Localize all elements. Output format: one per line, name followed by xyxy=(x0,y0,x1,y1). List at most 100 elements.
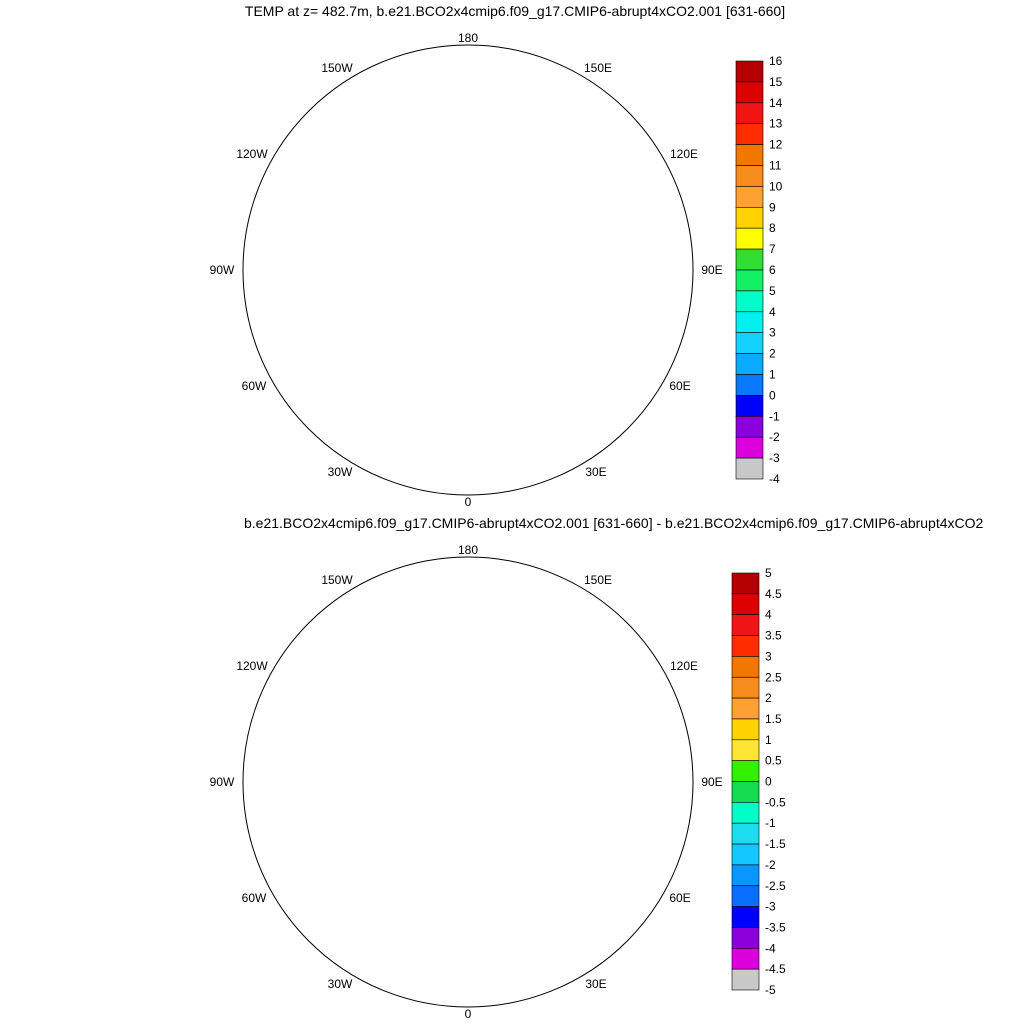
colorbar-box xyxy=(731,697,760,720)
p2-lon-90e: 90E xyxy=(701,775,722,789)
p1-lon-60e: 60E xyxy=(669,379,690,393)
p1-lon-0: 0 xyxy=(465,495,472,509)
colorbar-label: 15 xyxy=(769,75,783,89)
colorbar-label: -2 xyxy=(765,858,776,872)
colorbar-label: 2.5 xyxy=(765,670,782,684)
panel2-map xyxy=(242,556,694,1008)
colorbar-label: 3 xyxy=(769,326,776,340)
colorbar-box xyxy=(731,760,760,782)
p2-lon-150e: 150E xyxy=(584,573,612,587)
panel1-map xyxy=(242,44,694,496)
p2-lon-120e: 120E xyxy=(670,659,698,673)
colorbar-label: 7 xyxy=(769,242,776,256)
p2-lon-60w: 60W xyxy=(242,891,267,905)
colorbar-label: 14 xyxy=(769,96,783,110)
colorbar-label: -3 xyxy=(765,900,776,914)
colorbar-label: 1 xyxy=(769,368,776,382)
colorbar-box xyxy=(735,290,764,313)
colorbar-label: -4.5 xyxy=(765,962,786,976)
colorbar-label: -5 xyxy=(765,983,776,997)
colorbar-box xyxy=(735,332,764,354)
colorbar-box xyxy=(735,165,764,187)
p2-lon-30e: 30E xyxy=(585,977,606,991)
colorbar-label: 11 xyxy=(769,159,782,173)
colorbar-box xyxy=(735,144,764,166)
p1-lon-90w: 90W xyxy=(210,263,235,277)
colorbar-box xyxy=(735,186,764,208)
colorbar-box xyxy=(731,822,760,845)
p2-lon-0: 0 xyxy=(465,1007,472,1021)
p1-lon-120w: 120W xyxy=(236,147,268,161)
colorbar-box xyxy=(731,635,760,657)
colorbar-box xyxy=(735,457,764,480)
colorbar-box xyxy=(731,927,760,949)
colorbar-box xyxy=(731,843,760,866)
colorbar-box xyxy=(735,102,764,125)
colorbar-box xyxy=(731,656,760,678)
colorbar-label: -1.5 xyxy=(765,837,786,851)
colorbar-box xyxy=(735,374,764,396)
colorbar-label: 0 xyxy=(769,388,776,402)
colorbar-box xyxy=(731,718,760,741)
colorbar-box xyxy=(731,739,760,761)
colorbar-label: 5 xyxy=(765,566,772,580)
colorbar-label: 5 xyxy=(769,284,776,298)
colorbar-box xyxy=(731,906,760,928)
colorbar-box xyxy=(731,676,760,699)
colorbar-box xyxy=(731,947,760,970)
colorbar-label: 2 xyxy=(765,691,772,705)
colorbar-box xyxy=(731,614,760,636)
colorbar-label: 2 xyxy=(769,347,776,361)
colorbar-label: 0 xyxy=(765,775,772,789)
p1-lon-120e: 120E xyxy=(670,147,698,161)
colorbar-box xyxy=(731,968,760,991)
colorbar-label: -0.5 xyxy=(765,795,786,809)
colorbar-box xyxy=(731,593,760,615)
colorbar-label: 9 xyxy=(769,200,776,214)
colorbar-box xyxy=(735,60,764,83)
colorbar-label: 3.5 xyxy=(765,629,782,643)
p2-lon-90w: 90W xyxy=(210,775,235,789)
colorbar-box xyxy=(735,227,764,250)
colorbar-box xyxy=(731,864,760,887)
colorbar-label: 1.5 xyxy=(765,712,782,726)
colorbar-label: 0.5 xyxy=(765,754,782,768)
colorbar-box xyxy=(735,353,764,375)
panel2-lon-labels: 180 150E 120E 90E 60E 30E 0 30W 60W 90W … xyxy=(210,543,723,1021)
colorbar-label: -3 xyxy=(769,451,780,465)
colorbar-box xyxy=(735,207,764,229)
colorbar-box xyxy=(735,436,764,459)
p1-lon-30e: 30E xyxy=(585,465,606,479)
colorbar-label: -2 xyxy=(769,430,780,444)
colorbar-label: 4 xyxy=(769,305,776,319)
panel2-colorbar: 5 4.5 4 3.5 3 2.5 2 1.5 1 0.5 0 -0.5 -1 -1.5 -2 -2.5 -3 -… xyxy=(731,566,786,997)
colorbar-box xyxy=(731,802,760,824)
colorbar-label: 16 xyxy=(769,54,783,68)
colorbar-box xyxy=(735,395,764,417)
colorbar-label: 12 xyxy=(769,138,783,152)
p2-lon-30w: 30W xyxy=(328,977,353,991)
colorbar-label: 6 xyxy=(769,263,776,277)
colorbar-label: -3.5 xyxy=(765,920,786,934)
colorbar-box xyxy=(731,781,760,803)
colorbar-label: 4 xyxy=(765,608,772,622)
p1-lon-150e: 150E xyxy=(584,61,612,75)
p2-lon-180: 180 xyxy=(458,543,478,557)
p2-lon-150w: 150W xyxy=(321,573,353,587)
colorbar-label: 10 xyxy=(769,179,783,193)
colorbar-label: 1 xyxy=(765,733,772,747)
colorbar-box xyxy=(735,311,764,333)
colorbar-box xyxy=(735,248,764,271)
p1-lon-90e: 90E xyxy=(701,263,722,277)
colorbar-label: -4 xyxy=(769,472,780,486)
colorbar-label: -1 xyxy=(769,409,780,423)
p1-lon-150w: 150W xyxy=(321,61,353,75)
panel1-title: TEMP at z= 482.7m, b.e21.BCO2x4cmip6.f09… xyxy=(244,3,786,19)
p1-lon-60w: 60W xyxy=(242,379,267,393)
p2-lon-120w: 120W xyxy=(236,659,268,673)
panel2-title: b.e21.BCO2x4cmip6.f09_g17.CMIP6-abrupt4x… xyxy=(244,515,984,531)
colorbar-label: 3 xyxy=(765,649,772,663)
colorbar-label: -2.5 xyxy=(765,879,786,893)
